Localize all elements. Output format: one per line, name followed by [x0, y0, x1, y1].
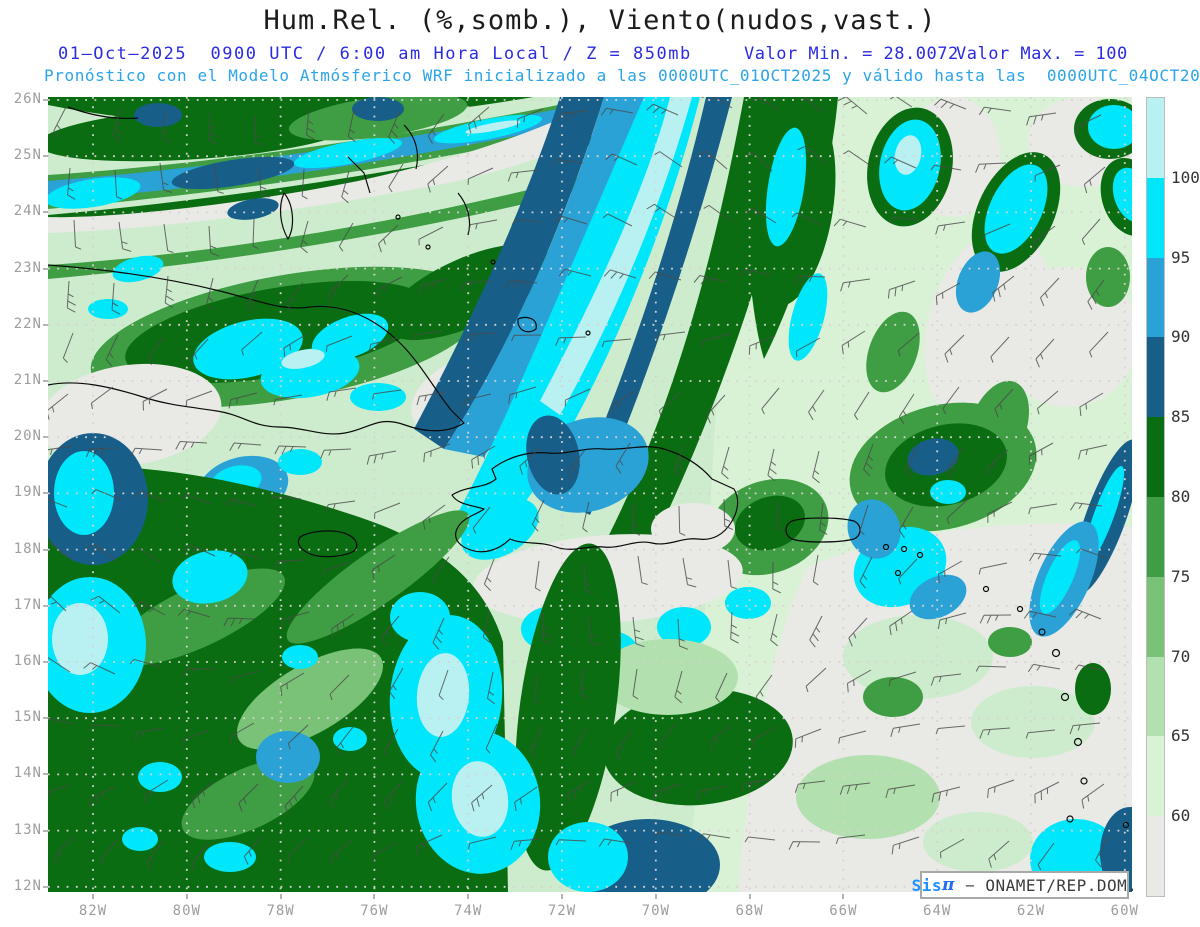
sispi-pi-symbol: π [942, 875, 955, 895]
watermark-box: Sis π − ONAMET/REP.DOM. [912, 871, 1137, 899]
lat-label: 19N [13, 484, 42, 501]
humidity-colorbar [1146, 97, 1165, 897]
lat-tick [43, 380, 48, 382]
lat-label: 17N [13, 596, 42, 613]
lon-label: 64W [923, 903, 952, 919]
sispi-brand: Sis [911, 875, 943, 895]
lat-label: 14N [13, 765, 42, 782]
lat-tick [43, 267, 48, 270]
lon-tick [279, 894, 282, 899]
lat-label: 13N [13, 821, 42, 838]
lat-label: 15N [13, 709, 42, 726]
colorbar-tick-label: 60 [1171, 806, 1191, 826]
lat-label: 22N [13, 315, 42, 332]
lat-tick [43, 829, 48, 832]
colorbar-tick-label: 85 [1171, 407, 1191, 427]
colorbar-segment [1147, 257, 1164, 338]
lat-label: 26N [13, 91, 42, 107]
lon-tick [373, 894, 376, 899]
colorbar-segment [1147, 656, 1164, 737]
lon-label: 70W [641, 903, 670, 919]
humidity-shading [48, 97, 1132, 892]
watermark-dash: − [954, 875, 986, 895]
lat-tick [43, 604, 48, 607]
lat-label: 25N [13, 147, 42, 164]
lat-label: 16N [13, 653, 42, 669]
lon-label: 76W [360, 903, 389, 919]
lon-tick [467, 894, 470, 899]
lon-tick [185, 894, 188, 899]
page-title: Hum.Rel. (%,somb.), Viento(nudos,vast.) [263, 5, 937, 36]
watermark-org: ONAMET/REP.DOM. [985, 875, 1138, 895]
lat-label: 23N [13, 259, 42, 276]
lon-label: 74W [454, 903, 483, 919]
lat-tick [43, 155, 48, 158]
colorbar-segment [1147, 576, 1164, 657]
lat-tick [43, 436, 48, 439]
colorbar-tick-label: 95 [1171, 247, 1191, 267]
lon-label: 80W [172, 903, 201, 919]
lon-tick [842, 894, 845, 899]
lon-tick [561, 894, 563, 899]
value-max-label: Valor Max. = 100 [956, 44, 1128, 64]
value-min-label: Valor Min. = 28.0072 [744, 44, 959, 64]
colorbar-segment [1147, 417, 1164, 497]
lat-tick [43, 717, 48, 720]
colorbar-segment [1147, 177, 1164, 258]
colorbar-tick-label: 90 [1171, 327, 1191, 347]
lat-tick [43, 661, 48, 663]
lat-label: 24N [13, 203, 42, 220]
lat-tick [43, 323, 48, 326]
colorbar-tick-label: 75 [1171, 566, 1191, 586]
lon-label: 82W [78, 903, 108, 919]
lat-tick [43, 211, 48, 214]
lat-tick [43, 773, 48, 776]
lat-tick [43, 885, 48, 888]
colorbar-segment [1147, 98, 1164, 178]
lon-label: 78W [266, 903, 295, 919]
lat-label: 21N [13, 372, 42, 388]
lon-tick [654, 894, 657, 899]
coastlines [48, 106, 1130, 883]
lon-tick [748, 894, 751, 899]
lat-tick [43, 492, 48, 495]
lat-label: 20N [13, 428, 42, 445]
model-info-label: Pronóstico con el Modelo Atmósferico WRF… [44, 66, 1200, 85]
lat-tick [43, 548, 48, 551]
lon-label: 60W [1110, 903, 1139, 919]
colorbar-tick-label: 80 [1171, 487, 1191, 506]
lat-label: 12N [13, 877, 42, 894]
colorbar-tick-label: 65 [1171, 726, 1191, 746]
lat-label: 18N [13, 540, 42, 557]
colorbar-segment [1147, 496, 1164, 577]
lon-label: 66W [829, 903, 858, 919]
lon-label: 62W [1016, 903, 1046, 919]
colorbar-segment [1147, 816, 1164, 896]
lon-tick [92, 894, 94, 899]
colorbar-segment [1147, 736, 1164, 817]
forecast-map [48, 97, 1132, 892]
colorbar-tick-label: 70 [1171, 646, 1191, 666]
valid-time-label: 01–Oct–2025 0900 UTC / 6:00 am Hora Loca… [58, 44, 692, 64]
wind-barbs [48, 97, 1109, 871]
colorbar-tick-label: 100 [1171, 167, 1200, 187]
lat-tick [43, 99, 48, 101]
colorbar-segment [1147, 337, 1164, 418]
map-canvas [48, 97, 1132, 892]
lon-label: 72W [547, 903, 577, 919]
lon-label: 68W [735, 903, 764, 919]
